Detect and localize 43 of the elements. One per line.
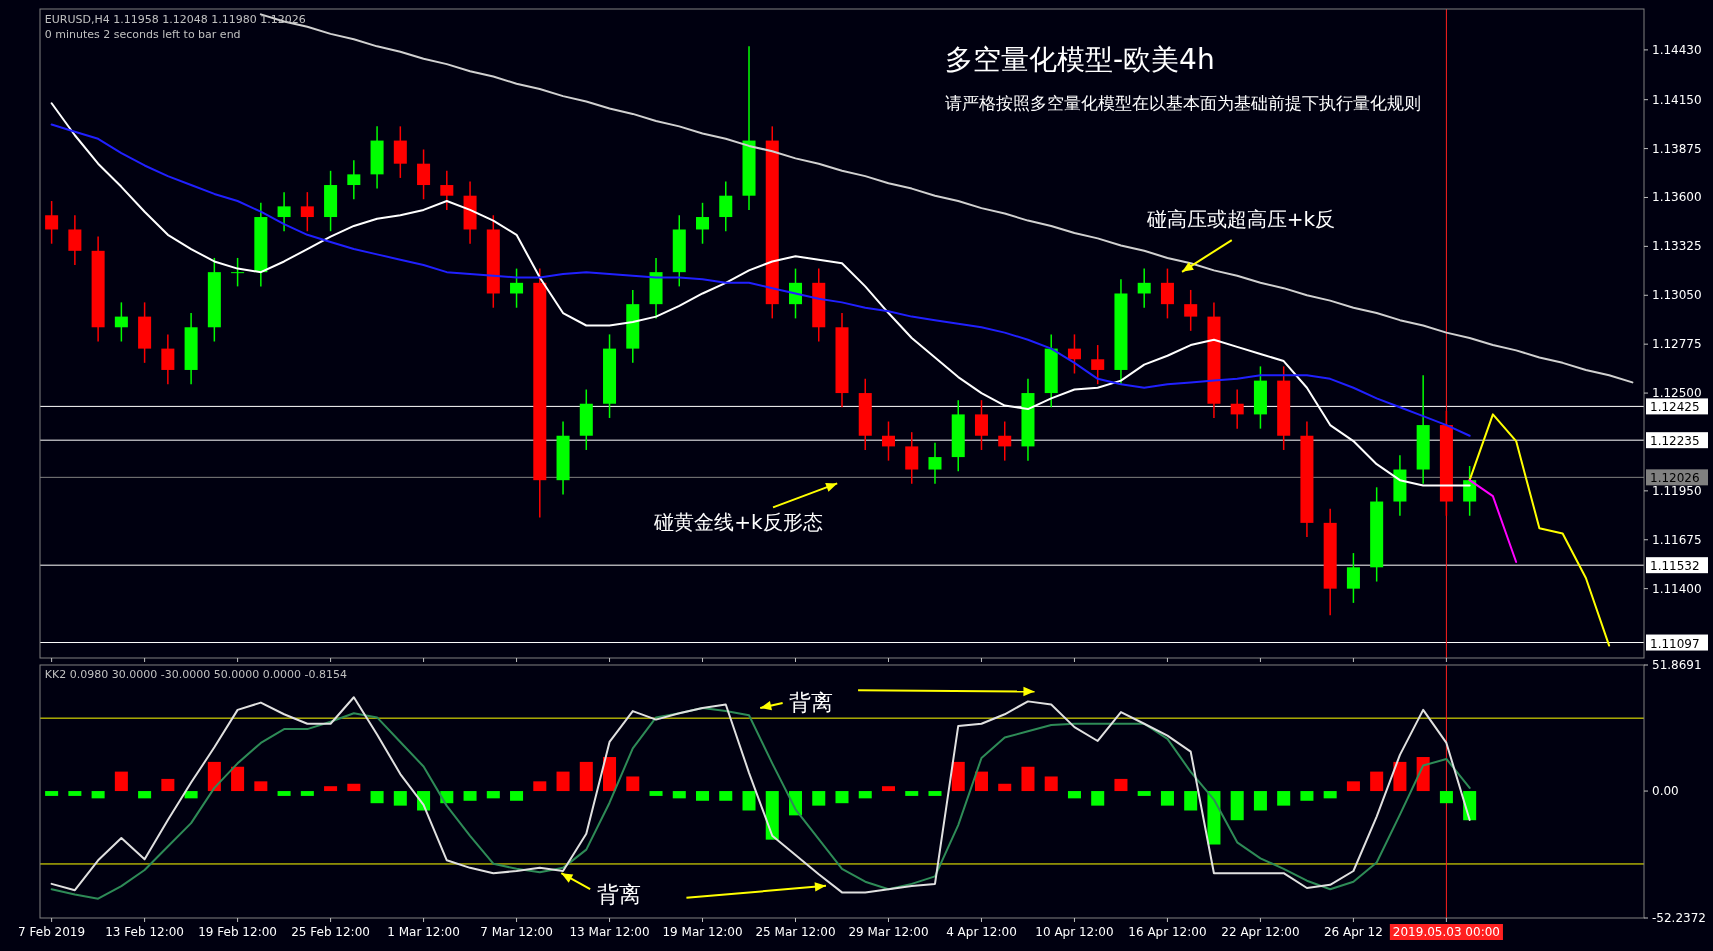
- x-tick-label: 29 Mar 12:00: [848, 925, 929, 939]
- x-tick-label: 19 Feb 12:00: [198, 925, 277, 939]
- annotation: 0 minutes 2 seconds left to bar end: [44, 28, 241, 42]
- y-tick-label: 1.12500: [1652, 386, 1702, 401]
- ref-line-label: 1.12425: [1650, 400, 1700, 415]
- text: 多空量化模型-欧美4h: [945, 43, 1215, 76]
- y-tick-label: 1.12775: [1652, 337, 1702, 352]
- x-tick-label: 26 Apr 12: [1323, 925, 1383, 939]
- annotation: 背离: [789, 689, 834, 715]
- x-tick-label: 1 Mar 12:00: [387, 925, 460, 939]
- x-tick-label: 4 Apr 12:00: [946, 925, 1017, 939]
- ref-line-label: 1.11532: [1650, 559, 1700, 574]
- x-tick-label: 7 Feb 2019: [18, 925, 86, 939]
- ref-line-label: 1.11097: [1650, 636, 1700, 651]
- y-tick-label: 1.14150: [1652, 92, 1702, 107]
- y-tick-label: 1.11950: [1652, 483, 1702, 498]
- ref-line-label: 1.12235: [1650, 434, 1700, 449]
- x-tick-label: 25 Mar 12:00: [755, 925, 836, 939]
- x-tick-label: 2019.05.03 00:00: [1392, 925, 1500, 939]
- y-tick-label: 1.13050: [1652, 288, 1702, 303]
- y-tick-label: 1.13325: [1652, 239, 1702, 254]
- y-tick-label: 51.8691: [1652, 658, 1702, 672]
- y-tick-label: 1.13600: [1652, 190, 1702, 205]
- x-tick-label: 22 Apr 12:00: [1221, 925, 1300, 939]
- y-tick-label: 1.11400: [1652, 581, 1702, 596]
- annotation: 碰高压或超高压+k反: [1145, 206, 1336, 231]
- ref-line-label: 1.12026: [1650, 471, 1700, 486]
- y-tick-label: 1.13875: [1652, 141, 1702, 156]
- x-tick-label: 19 Mar 12:00: [662, 925, 743, 939]
- x-tick-label: 13 Feb 12:00: [105, 925, 184, 939]
- y-tick-label: 0.00: [1652, 784, 1679, 799]
- annotation: KK2 0.0980 30.0000 -30.0000 50.0000 0.0000 -0.8154: [44, 667, 348, 681]
- annotation: 背离: [596, 882, 641, 908]
- x-tick-label: 25 Feb 12:00: [291, 925, 370, 939]
- x-tick-label: 16 Apr 12:00: [1128, 925, 1207, 939]
- text: 请严格按照多空量化模型在以基本面为基础前提下执行量化规则: [945, 93, 1421, 113]
- y-tick-label: -52.2372: [1652, 911, 1706, 925]
- x-tick-label: 10 Apr 12:00: [1035, 925, 1114, 939]
- x-tick-label: 7 Mar 12:00: [480, 925, 553, 939]
- y-tick-label: 1.14430: [1652, 42, 1702, 57]
- y-tick-label: 1.11675: [1652, 532, 1702, 547]
- annotation: 碰黄金线+k反形态: [653, 510, 823, 535]
- x-tick-label: 13 Mar 12:00: [569, 925, 650, 939]
